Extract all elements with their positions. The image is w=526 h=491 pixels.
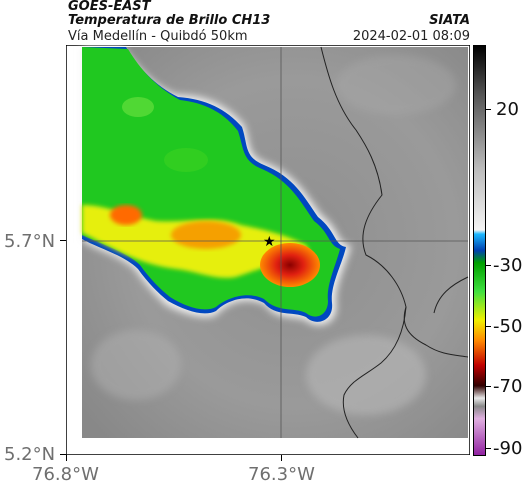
convective-core (260, 243, 320, 287)
cloud-patch (164, 148, 208, 172)
colorbar-label: -90 (493, 438, 523, 459)
lon-tick-label: 76.3°W (248, 464, 315, 485)
colorbar-label: -30 (493, 255, 523, 276)
satellite-title: GOES-EAST (68, 0, 151, 14)
agency-label: SIATA (429, 13, 470, 28)
colorbar-tick (486, 265, 491, 266)
department-boundary (433, 276, 469, 314)
satellite-map[interactable]: ★ (66, 45, 470, 455)
lat-tick-label: 5.7°N (4, 231, 56, 252)
colorbar-tick (486, 326, 491, 327)
lon-tick-mark (281, 455, 282, 461)
lon-tick-mark (66, 455, 67, 461)
colorbar-tick (486, 448, 491, 449)
cloud-very-cold-region (171, 221, 241, 249)
lat-tick-label: 5.2°N (4, 444, 56, 465)
colorbar-label: -50 (493, 316, 523, 337)
lat-tick-mark (60, 454, 66, 455)
colorbar-tick (486, 386, 491, 387)
colorbar (473, 45, 486, 456)
warm-patch (306, 335, 426, 415)
star-marker[interactable]: ★ (263, 234, 276, 250)
colorbar-label: 20 (496, 99, 519, 120)
department-boundary (320, 46, 469, 358)
lon-tick-label: 76.8°W (32, 464, 99, 485)
colorbar-tick (486, 109, 491, 110)
cloud-patch (122, 97, 154, 117)
datetime-label: 2024-02-01 08:09 (352, 29, 470, 44)
warm-patch (91, 330, 181, 400)
colorbar-label: -70 (493, 376, 523, 397)
department-boundary (342, 306, 407, 439)
product-title: Temperatura de Brillo CH13 (68, 13, 271, 28)
warm-patch (336, 55, 456, 115)
location-subtitle: Vía Medellín - Quibdó 50km (68, 29, 248, 44)
cloud-very-cold-region (110, 205, 142, 225)
lat-tick-mark (60, 240, 66, 241)
